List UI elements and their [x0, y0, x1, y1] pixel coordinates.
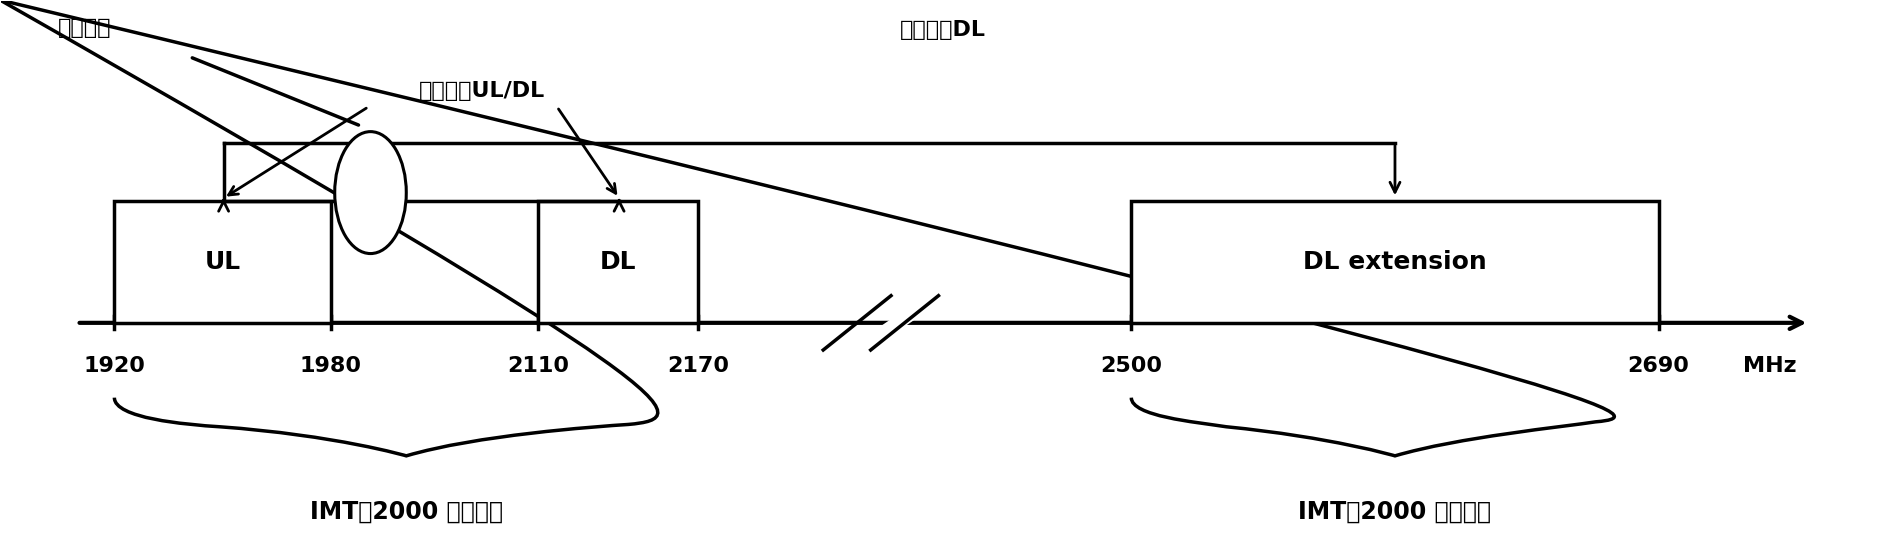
Bar	[1132, 201, 1658, 323]
Text: 2110: 2110	[507, 356, 570, 376]
Bar	[538, 201, 698, 323]
Text: DL extension: DL extension	[1303, 250, 1486, 274]
Text: 2170: 2170	[668, 356, 730, 376]
Text: 2500: 2500	[1100, 356, 1162, 376]
Text: IMT－2000 扩展频带: IMT－2000 扩展频带	[1298, 500, 1492, 524]
Text: MHz: MHz	[1743, 356, 1797, 376]
Text: 1980: 1980	[300, 356, 362, 376]
Bar	[115, 201, 330, 323]
Text: 基础频带UL/DL: 基础频带UL/DL	[419, 81, 545, 101]
Text: 可变双工: 可变双工	[58, 18, 111, 38]
Text: 1920: 1920	[83, 356, 145, 376]
Ellipse shape	[334, 131, 405, 253]
Text: IMT－2000 基础频带: IMT－2000 基础频带	[309, 500, 504, 524]
Text: 2690: 2690	[1628, 356, 1690, 376]
Text: DL: DL	[600, 250, 636, 274]
Text: 附加频带DL: 附加频带DL	[900, 20, 986, 40]
Text: UL: UL	[204, 250, 241, 274]
